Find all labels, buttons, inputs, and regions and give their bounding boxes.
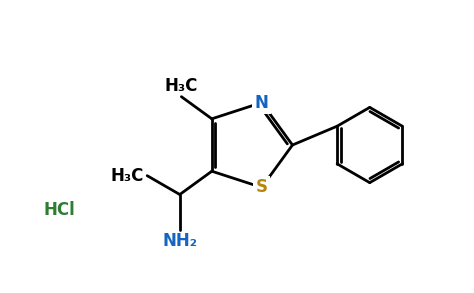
Text: H₃C: H₃C — [111, 167, 144, 185]
Text: NH₂: NH₂ — [162, 232, 197, 250]
Text: HCl: HCl — [44, 201, 75, 219]
Text: H₃C: H₃C — [164, 77, 198, 95]
Text: N: N — [255, 94, 269, 112]
Text: S: S — [255, 178, 268, 196]
